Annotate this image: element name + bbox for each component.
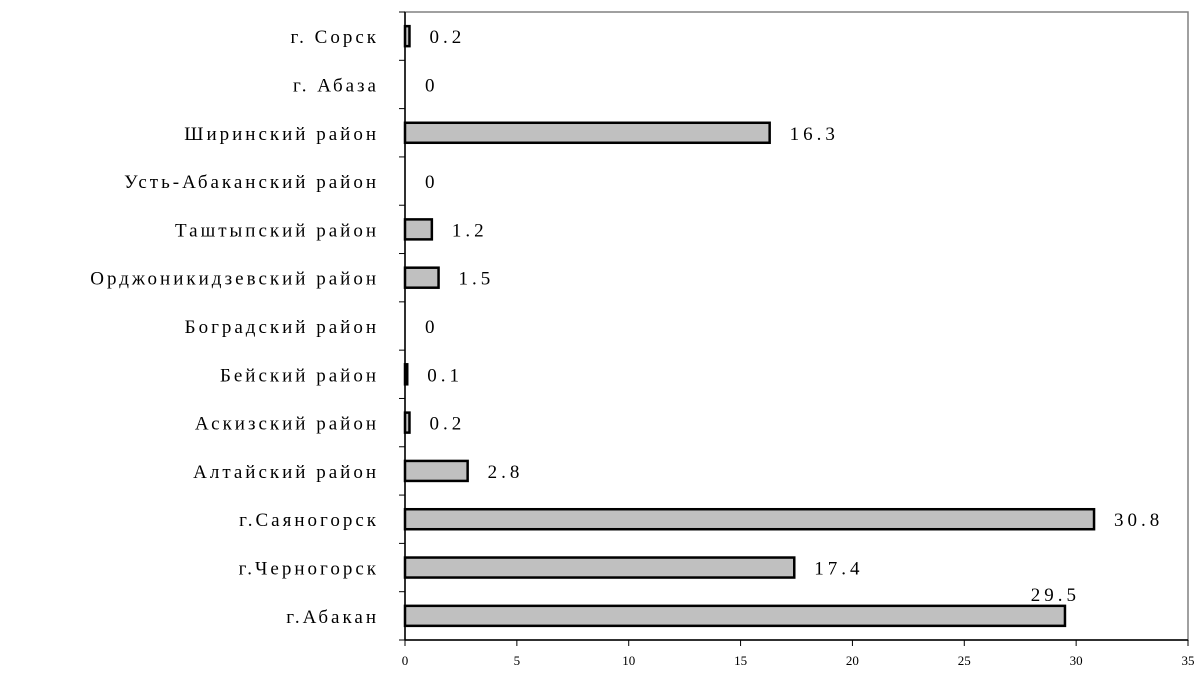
bar bbox=[403, 604, 1067, 628]
category-label: Алтайский район bbox=[193, 462, 379, 483]
category-label: Орджоникидзевский район bbox=[90, 269, 379, 290]
category-label: Ширинский район bbox=[184, 124, 379, 145]
data-label: 30.8 bbox=[1114, 510, 1163, 531]
bar bbox=[403, 121, 771, 145]
category-label: г.Абакан bbox=[286, 607, 379, 628]
bar bbox=[403, 556, 796, 579]
bar bbox=[403, 218, 434, 241]
data-label: 29.5 bbox=[1031, 585, 1080, 606]
bar bbox=[403, 459, 469, 483]
category-label: г.Черногорск bbox=[239, 559, 379, 580]
category-label: г. Абаза bbox=[293, 75, 379, 96]
category-label: Боградский район bbox=[185, 317, 379, 338]
data-label: 1.5 bbox=[459, 269, 495, 290]
plot-frame bbox=[404, 11, 1189, 641]
bar bbox=[403, 507, 1096, 531]
data-label: 0.1 bbox=[427, 365, 463, 386]
bar bbox=[403, 266, 440, 289]
x-tick-label: 10 bbox=[622, 653, 635, 668]
x-tick-label: 15 bbox=[734, 653, 747, 668]
plot-area-border bbox=[404, 11, 1189, 641]
x-tick-label: 20 bbox=[846, 653, 859, 668]
category-label: г.Саяногорск bbox=[239, 510, 379, 531]
data-label: 0 bbox=[425, 75, 439, 96]
data-labels: 0.2 0 16.3 0 1.2 1.5 0 0.1 0.2 2.8 30.8 17.4 29.5 bbox=[425, 27, 1163, 606]
data-label: 1.2 bbox=[452, 220, 488, 241]
data-label: 0.2 bbox=[429, 27, 465, 48]
data-label: 16.3 bbox=[790, 124, 839, 145]
data-label: 0.2 bbox=[429, 414, 465, 435]
category-labels: г. Сорск г. Абаза Ширинский район Усть-Абак… bbox=[90, 27, 380, 628]
y-axis bbox=[399, 11, 406, 641]
x-tick-label: 25 bbox=[958, 653, 971, 668]
category-label: Усть-Абаканский район bbox=[124, 172, 379, 193]
x-tick-label: 5 bbox=[514, 653, 521, 668]
x-tick-label: 0 bbox=[402, 653, 409, 668]
data-label: 2.8 bbox=[488, 462, 524, 483]
x-tick-label: 30 bbox=[1070, 653, 1083, 668]
category-label: Бейский район bbox=[220, 365, 379, 386]
category-label: г. Сорск bbox=[291, 27, 380, 48]
x-axis: 0 5 10 15 20 25 30 35 bbox=[402, 639, 1195, 668]
data-label: 0 bbox=[425, 317, 439, 338]
x-tick-label: 35 bbox=[1182, 653, 1195, 668]
bars bbox=[403, 24, 1096, 628]
data-label: 17.4 bbox=[814, 559, 863, 580]
data-label: 0 bbox=[425, 172, 439, 193]
category-label: Таштыпский район bbox=[175, 220, 379, 241]
category-label: Аскизский район bbox=[195, 414, 379, 435]
